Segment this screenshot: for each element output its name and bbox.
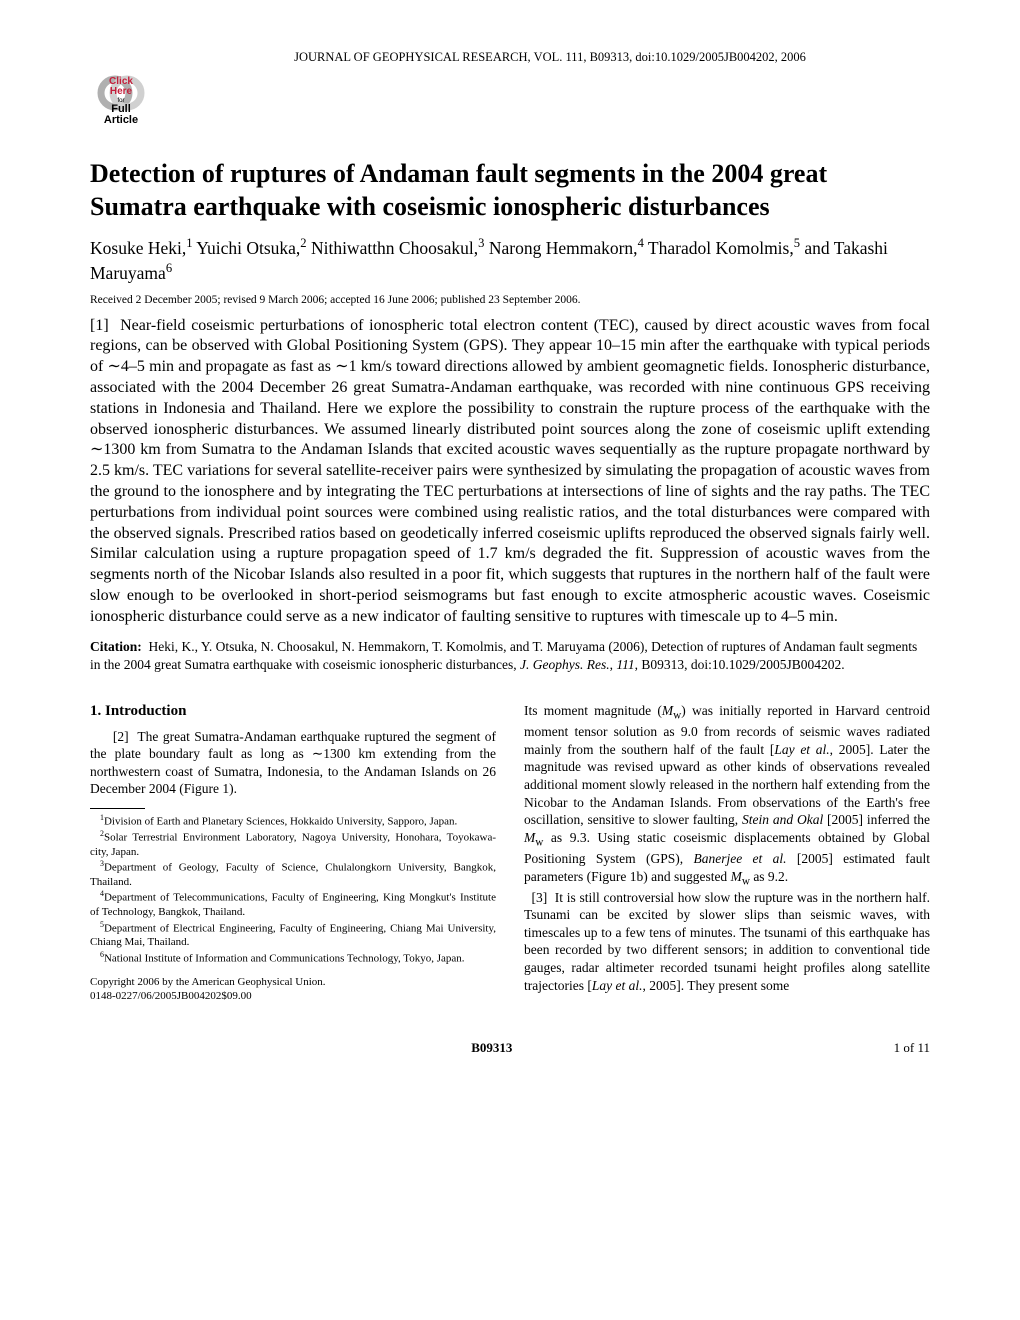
journal-header: JOURNAL OF GEOPHYSICAL RESEARCH, VOL. 11… [170,50,930,65]
abstract-text: [1] Near-field coseismic perturbations o… [90,316,930,628]
intro-para: [2] The great Sumatra-Andaman earthquake… [90,728,496,798]
affiliation-item: 1Division of Earth and Planetary Science… [90,813,496,829]
received-line: Received 2 December 2005; revised 9 Marc… [90,294,930,306]
article-title: Detection of ruptures of Andaman fault s… [90,158,930,223]
authors-list: Kosuke Heki,1 Yuichi Otsuka,2 Nithiwatth… [90,235,930,286]
affiliations-block: 1Division of Earth and Planetary Science… [90,813,496,966]
footer-page-id: B09313 [471,1040,512,1056]
copyright-code: 0148-0227/06/2005JB004202$09.00 [90,990,496,1004]
badge-article: Article [104,114,138,126]
citation-block: Citation: Heki, K., Y. Otsuka, N. Choosa… [90,638,930,674]
copyright-text: Copyright 2006 by the American Geophysic… [90,976,496,990]
column-left: 1. Introduction [2] The great Sumatra-An… [90,702,496,1004]
affiliation-separator [90,808,145,809]
badge-here: Here [110,86,133,97]
page-footer: B09313 1 of 11 [90,1040,930,1056]
affiliation-item: 6National Institute of Information and C… [90,950,496,966]
affiliation-item: 4Department of Telecommunications, Facul… [90,889,496,919]
footer-page-count: 1 of 11 [894,1040,930,1056]
body-columns: 1. Introduction [2] The great Sumatra-An… [90,702,930,1004]
affiliation-item: 2Solar Terrestrial Environment Laborator… [90,829,496,859]
affiliation-item: 5Department of Electrical Engineering, F… [90,920,496,950]
affiliation-item: 3Department of Geology, Faculty of Scien… [90,859,496,889]
section-heading: 1. Introduction [90,702,496,722]
copyright-line: Copyright 2006 by the American Geophysic… [90,976,496,1004]
full-article-badge[interactable]: Click Here for Full Article [90,71,930,150]
column-right: Its moment magnitude (Mw) was initially … [524,702,930,1004]
